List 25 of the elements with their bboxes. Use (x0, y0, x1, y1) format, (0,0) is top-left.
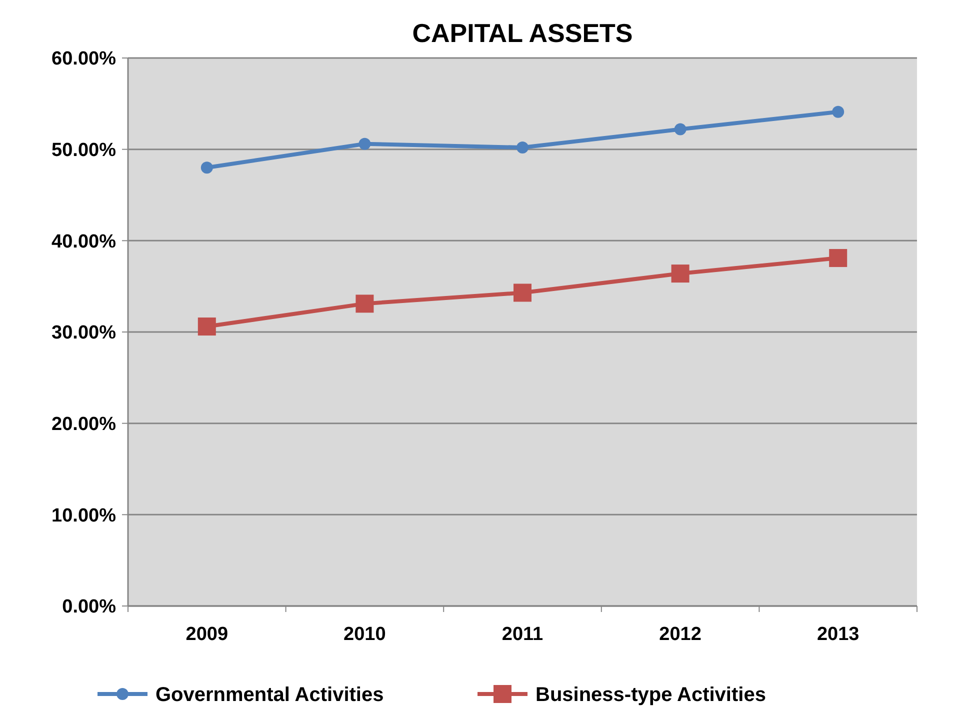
point (514, 284, 532, 302)
y-tick-label: 30.00% (52, 322, 116, 344)
y-tick-label: 20.00% (52, 414, 116, 435)
x-tick-label: 2011 (502, 624, 544, 645)
point (198, 318, 216, 336)
y-tick-label: 10.00% (52, 505, 116, 526)
point (829, 249, 848, 268)
chart-title: CAPITAL ASSETS (412, 18, 633, 48)
point (516, 142, 528, 154)
x-tick-label: 2013 (816, 624, 860, 645)
point (671, 264, 690, 283)
x-tick-label: 2012 (659, 624, 702, 645)
legend-label: Business-type Activities (536, 684, 766, 706)
point (200, 162, 213, 174)
y-tick-label: 40.00% (52, 231, 116, 252)
y-tick-label: 0.00% (62, 596, 116, 618)
legend-label: Governmental Activities (156, 684, 384, 706)
point (358, 138, 371, 150)
x-tick-label: 2010 (344, 624, 386, 645)
x-tick-label: 2009 (186, 624, 228, 645)
point (356, 294, 374, 313)
y-tick-label: 60.00% (52, 48, 116, 70)
point (832, 106, 844, 118)
y-tick-label: 50.00% (52, 140, 116, 161)
point (674, 123, 686, 136)
